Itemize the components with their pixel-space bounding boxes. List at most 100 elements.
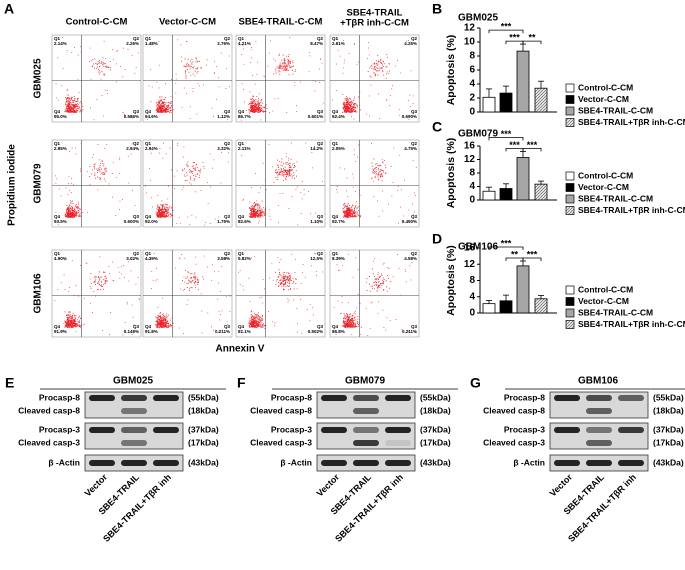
dot (210, 187, 211, 188)
dot (344, 103, 345, 104)
dot (75, 323, 76, 324)
dot (151, 288, 152, 289)
dot (151, 197, 152, 198)
dot (257, 213, 258, 214)
dot (65, 103, 66, 104)
dot (354, 212, 355, 213)
dot (78, 202, 79, 203)
dot (249, 207, 250, 208)
dot (338, 50, 339, 51)
dot (94, 166, 95, 167)
dot (272, 111, 273, 112)
dot (252, 75, 253, 76)
band (89, 395, 115, 401)
dot (202, 276, 203, 277)
dot (229, 56, 230, 57)
dot (300, 299, 301, 300)
significance-label: *** (509, 32, 520, 42)
dot (284, 278, 285, 279)
dot (374, 66, 375, 67)
dot (94, 164, 95, 165)
dot (375, 74, 376, 75)
dot (295, 272, 296, 273)
dot (182, 280, 183, 281)
dot (226, 296, 227, 297)
dot (386, 280, 387, 281)
dot (162, 298, 163, 299)
dot (190, 106, 191, 107)
dot (82, 109, 83, 110)
dot (157, 214, 158, 215)
dot (249, 103, 250, 104)
dot (269, 144, 270, 145)
dot (116, 51, 117, 52)
dot (72, 317, 73, 318)
dot (74, 216, 75, 217)
dot (159, 108, 160, 109)
dot (68, 194, 69, 195)
dot (98, 72, 99, 73)
dot (158, 209, 159, 210)
dot (186, 64, 187, 65)
dot (262, 315, 263, 316)
dot (166, 211, 167, 212)
dot (193, 68, 194, 69)
dot (162, 327, 163, 328)
dot (71, 210, 72, 211)
dot (380, 60, 381, 61)
panel-label: E (5, 375, 14, 391)
dot (103, 279, 104, 280)
dot (341, 313, 342, 314)
dot (158, 109, 159, 110)
dot (286, 56, 287, 57)
dot (392, 85, 393, 86)
dot (202, 332, 203, 333)
dot (253, 110, 254, 111)
dot (190, 273, 191, 274)
dot (255, 112, 256, 113)
error-bar (520, 44, 526, 51)
dot (348, 203, 349, 204)
dot (242, 200, 243, 201)
dot (284, 69, 285, 70)
legend-label: Control-C-CM (578, 170, 633, 180)
dot (352, 316, 353, 317)
dot (278, 167, 279, 168)
dot (119, 278, 120, 279)
dot (358, 324, 359, 325)
dot (344, 207, 345, 208)
dot (254, 112, 255, 113)
dot (161, 325, 162, 326)
quadrant-percent: 0.211% (402, 329, 417, 334)
dot (132, 305, 133, 306)
dot (191, 171, 192, 172)
dot (249, 216, 250, 217)
dot (278, 175, 279, 176)
bar (535, 299, 547, 313)
dot (408, 100, 409, 101)
dot (67, 89, 68, 90)
dot (161, 205, 162, 206)
dot (254, 322, 255, 323)
dot (286, 272, 287, 273)
dot (171, 96, 172, 97)
dot (162, 326, 163, 327)
dot (354, 119, 355, 120)
dot (98, 281, 99, 282)
dot (360, 109, 361, 110)
dot (166, 215, 167, 216)
y-axis-title: Propidium iodide (7, 144, 18, 226)
dot (186, 93, 187, 94)
band (153, 427, 179, 433)
dot (187, 287, 188, 288)
dot (168, 214, 169, 215)
dot (398, 223, 399, 224)
dot (98, 69, 99, 70)
dot (77, 98, 78, 99)
dot (66, 100, 67, 101)
dot (346, 100, 347, 101)
dot (285, 60, 286, 61)
dot (132, 55, 133, 56)
dot (400, 73, 401, 74)
dot (258, 315, 259, 316)
